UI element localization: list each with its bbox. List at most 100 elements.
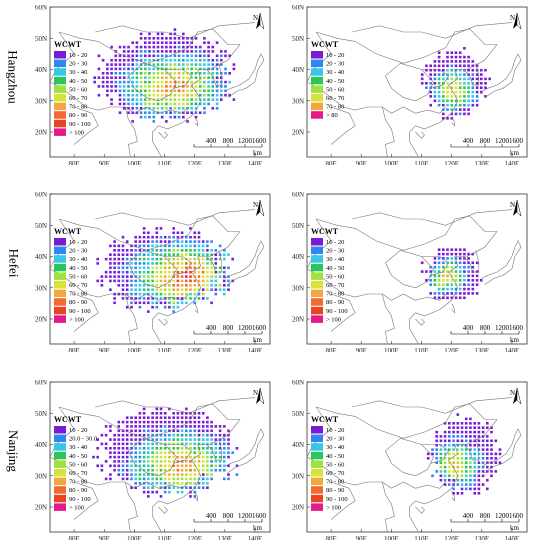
legend-label: 10 - 20 xyxy=(326,52,344,59)
lat-label: 60N xyxy=(292,5,304,12)
lon-label: 120E xyxy=(187,535,202,540)
legend-label: 20 - 30 xyxy=(69,61,87,68)
scale-label: 1200 xyxy=(238,324,253,332)
legend-label: 50 - 60 xyxy=(326,273,344,280)
legend-label: > 100 xyxy=(69,504,84,511)
legend-label: 20 - 30 xyxy=(326,248,344,255)
svg-text:0: 0 xyxy=(190,324,194,332)
legend-label: > 100 xyxy=(69,129,84,136)
legend-swatch xyxy=(54,306,66,315)
lat-label: 60N xyxy=(35,192,47,199)
legend-swatch xyxy=(311,289,323,298)
legend-label: 70 - 80 xyxy=(69,104,87,111)
scale-label: 1200 xyxy=(238,137,253,145)
svg-text:N: N xyxy=(510,14,515,22)
lat-label: 40N xyxy=(35,66,47,74)
legend-swatch xyxy=(54,59,66,68)
trajectory-density-cells xyxy=(420,47,491,120)
legend-swatch xyxy=(54,51,66,59)
lon-label: 110E xyxy=(157,347,172,352)
legend-swatch xyxy=(54,434,66,443)
legend-swatch xyxy=(311,306,323,315)
boundary-lines xyxy=(50,22,265,157)
scale-label: 400 xyxy=(463,324,474,332)
legend-swatch xyxy=(54,451,66,460)
lat-label: 40N xyxy=(292,66,304,74)
lat-label: 20N xyxy=(35,504,47,512)
map-svg: 60N 50N 40N 30N 20N 80E 90E 100E 110E 120E 130E 140… xyxy=(35,5,271,165)
legend-label: 40 - 50 xyxy=(69,453,87,460)
legend-swatch xyxy=(54,128,66,136)
map-nanjing-left: 60N 50N 40N 30N 20N 80E 90E 100E 110E 120E 130E 140… xyxy=(28,380,278,540)
legend-swatch xyxy=(311,59,323,68)
lon-label: 120E xyxy=(444,535,459,540)
legend-swatch xyxy=(54,68,66,76)
svg-text:0: 0 xyxy=(190,512,194,520)
scale-label: 1600 xyxy=(509,137,524,145)
lat-label: 50N xyxy=(292,222,304,230)
scale-label: 1600 xyxy=(509,512,524,520)
legend-label: 50 - 60 xyxy=(69,461,87,468)
scale-label: 800 xyxy=(223,324,234,332)
legend-label: 50 - 60 xyxy=(69,86,87,93)
legend-swatch xyxy=(54,443,66,451)
lat-label: 40N xyxy=(292,441,304,449)
map-hangzhou-left: 60N 50N 40N 30N 20N 80E 90E 100E 110E 120E 130E 140… xyxy=(28,5,278,165)
map-hangzhou-right: 60N 50N 40N 30N 20N 80E 90E 100E 110E 120E 130E 140… xyxy=(285,5,535,165)
map-svg: 60N 50N 40N 30N 20N 80E 90E 100E 110E 120E 130E 140… xyxy=(292,192,528,352)
lon-label: 80E xyxy=(68,347,79,352)
legend-label: 70 - 80 xyxy=(326,104,344,111)
legend-label: 70 - 80 xyxy=(69,479,87,486)
svg-text:N: N xyxy=(253,14,258,22)
legend-label: 60 - 70 xyxy=(69,95,87,102)
lat-label: 30N xyxy=(35,472,47,480)
lon-label: 100E xyxy=(384,535,399,540)
legend-swatch xyxy=(311,246,323,255)
legend-label: 50 - 60 xyxy=(69,273,87,280)
lat-label: 60N xyxy=(292,192,304,199)
lat-label: 30N xyxy=(292,472,304,480)
legend-label: 20 - 30 xyxy=(69,248,87,255)
legend-swatch xyxy=(54,477,66,486)
scale-label: 800 xyxy=(480,324,491,332)
legend-swatch xyxy=(54,255,66,263)
north-arrow-icon: N xyxy=(253,12,265,30)
trajectory-density-cells xyxy=(93,28,236,123)
legend-label: > 100 xyxy=(326,504,341,511)
lat-label: 50N xyxy=(292,410,304,418)
lon-label: 80E xyxy=(325,535,336,540)
legend-swatch xyxy=(311,102,323,111)
legend-swatch xyxy=(54,238,66,246)
legend-label: 80 - 90 xyxy=(326,299,344,306)
lon-label: 110E xyxy=(157,535,172,540)
legend-label: 30 - 40 xyxy=(69,256,87,263)
lon-label: 110E xyxy=(157,160,172,165)
lat-label: 50N xyxy=(35,35,47,43)
svg-text:0: 0 xyxy=(447,512,451,520)
lon-label: 120E xyxy=(187,347,202,352)
legend-label: 50 - 60 xyxy=(326,461,344,468)
row-label-nanjing: Nanjing xyxy=(6,430,22,472)
lon-label: 90E xyxy=(99,160,110,165)
trajectory-density-cells xyxy=(426,413,502,495)
legend-swatch xyxy=(311,451,323,460)
legend-swatch xyxy=(54,111,66,119)
scale-label: 1600 xyxy=(252,324,267,332)
lon-label: 90E xyxy=(99,535,110,540)
lat-label: 30N xyxy=(292,97,304,105)
lon-label: 130E xyxy=(474,347,489,352)
lon-label: 120E xyxy=(444,160,459,165)
lon-label: 120E xyxy=(187,160,202,165)
legend-label: > 80 xyxy=(326,112,338,119)
svg-text:0: 0 xyxy=(447,137,451,145)
scale-bar: 400 800 1200 1600 0 km xyxy=(190,512,266,532)
lat-label: 20N xyxy=(35,316,47,324)
legend-swatch xyxy=(54,76,66,85)
scale-label: 800 xyxy=(480,137,491,145)
scale-label: 800 xyxy=(223,512,234,520)
legend-label: 90 - 100 xyxy=(69,121,91,128)
lon-label: 110E xyxy=(414,347,429,352)
legend-label: 20.0 - 30.0 xyxy=(69,436,97,443)
